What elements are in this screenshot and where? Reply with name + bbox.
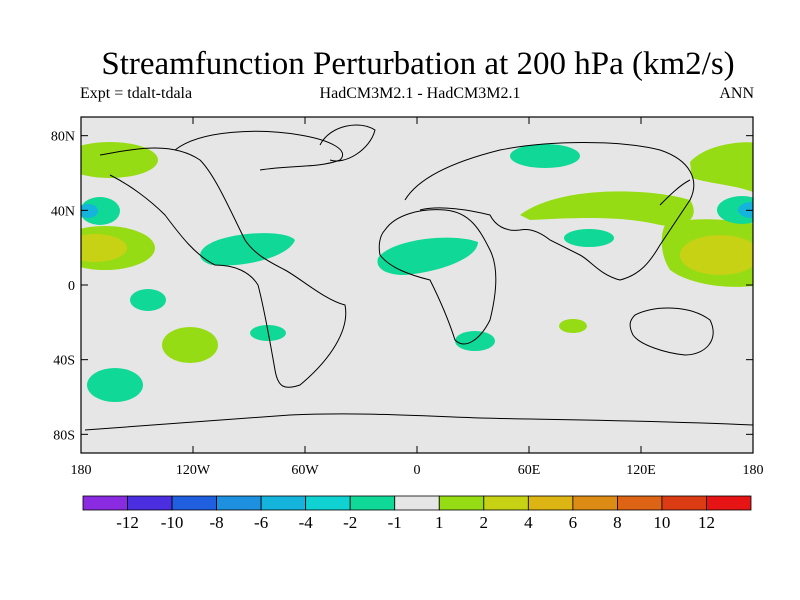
americas-coast xyxy=(99,147,347,388)
negative-anomaly-tropical-pacific xyxy=(130,289,166,311)
model-label: HadCM3M2.1 - HadCM3M2.1 xyxy=(319,85,521,102)
positive-anomaly-indian-ocean xyxy=(559,319,587,333)
colorbar-swatch xyxy=(617,495,663,511)
colorbar-swatch xyxy=(349,495,396,511)
colorbar: -12 -10 -8 -6 -4 -2 -1 1 2 4 6 8 10 12 xyxy=(82,495,752,532)
colorbar-label: 2 xyxy=(480,513,489,532)
colorbar-label: 12 xyxy=(698,513,715,532)
axis-ticks: 80N 40N 0 40S 80S 180 120W 60W 0 60E 120E 180 xyxy=(51,117,764,478)
map-background xyxy=(81,117,753,453)
negative-anomaly-india xyxy=(564,229,614,247)
colorbar-swatch xyxy=(483,495,529,511)
antarctica-coast xyxy=(84,413,753,431)
colorbar-swatch xyxy=(394,495,440,511)
colorbar-swatch xyxy=(260,495,307,511)
colorbar-label: 6 xyxy=(569,513,578,532)
negative-anomaly-caribbean xyxy=(200,233,295,266)
colorbar-label: 4 xyxy=(524,513,533,532)
eurasia-coast xyxy=(404,142,695,281)
positive-anomaly-n-pacific-east xyxy=(690,142,753,192)
africa-coast xyxy=(378,209,497,345)
season-label: ANN xyxy=(719,85,754,102)
lat-tick-label: 80S xyxy=(53,428,75,443)
australia-coast xyxy=(629,307,714,356)
positive-anomaly-asia xyxy=(520,191,694,226)
negative-anomaly-n-pacific-core xyxy=(81,204,98,218)
colorbar-swatch xyxy=(216,495,262,511)
colorbar-swatch xyxy=(127,495,173,511)
lon-tick-label: 60W xyxy=(291,463,319,478)
negative-anomaly-n-pacific xyxy=(81,197,120,225)
lat-tick-label: 40N xyxy=(51,204,75,219)
colorbar-swatch xyxy=(527,495,574,511)
north-america-arctic-coast xyxy=(174,130,343,171)
colorbar-label: -6 xyxy=(254,513,268,532)
colorbar-swatch xyxy=(661,495,707,511)
lon-tick-label: 60E xyxy=(518,463,541,478)
negative-anomaly-siberia xyxy=(510,144,580,168)
colorbar-label: -2 xyxy=(343,513,357,532)
lon-tick-label: 180 xyxy=(743,463,764,478)
negative-anomaly-n-pacific-east-core xyxy=(738,202,753,218)
colorbar-label: -10 xyxy=(161,513,184,532)
lat-tick-label: 80N xyxy=(51,130,75,145)
positive-anomaly-s-pacific xyxy=(162,327,218,363)
colorbar-swatch xyxy=(171,495,217,511)
colorbar-label: -4 xyxy=(299,513,314,532)
lon-tick-label: 120E xyxy=(626,463,656,478)
positive-anomaly-w-pacific-core xyxy=(680,235,753,275)
colorbar-label: -8 xyxy=(210,513,224,532)
colorbar-swatch xyxy=(572,495,618,511)
plot-title: Streamfunction Perturbation at 200 hPa (… xyxy=(101,46,735,82)
positive-anomaly-n-pacific-west xyxy=(81,142,158,178)
greenland-coast xyxy=(319,124,376,162)
negative-anomaly-south-africa xyxy=(455,331,495,351)
colorbar-label: 10 xyxy=(653,513,670,532)
anomaly-fields xyxy=(81,124,753,431)
colorbar-swatch xyxy=(706,495,752,511)
colorbar-swatch xyxy=(438,495,485,511)
colorbar-label: 1 xyxy=(435,513,444,532)
colorbar-swatch xyxy=(305,495,351,511)
lat-tick-label: 0 xyxy=(68,279,75,294)
lat-tick-label: 40S xyxy=(53,354,75,369)
colorbar-label: 8 xyxy=(613,513,622,532)
lon-tick-label: 120W xyxy=(176,463,211,478)
colorbar-label: -12 xyxy=(116,513,139,532)
japan-coast xyxy=(659,179,691,206)
experiment-label: Expt = tdalt-tdala xyxy=(80,85,193,102)
negative-anomaly-n-pacific-east xyxy=(717,196,753,224)
lon-tick-label: 180 xyxy=(71,463,92,478)
negative-anomaly-south-pacific xyxy=(87,368,143,402)
coastlines xyxy=(84,124,753,431)
colorbar-swatch xyxy=(82,495,128,511)
positive-anomaly-e-pacific-core xyxy=(81,234,127,262)
colorbar-label: -1 xyxy=(388,513,402,532)
negative-anomaly-africa xyxy=(377,237,478,275)
lon-tick-label: 0 xyxy=(414,463,421,478)
